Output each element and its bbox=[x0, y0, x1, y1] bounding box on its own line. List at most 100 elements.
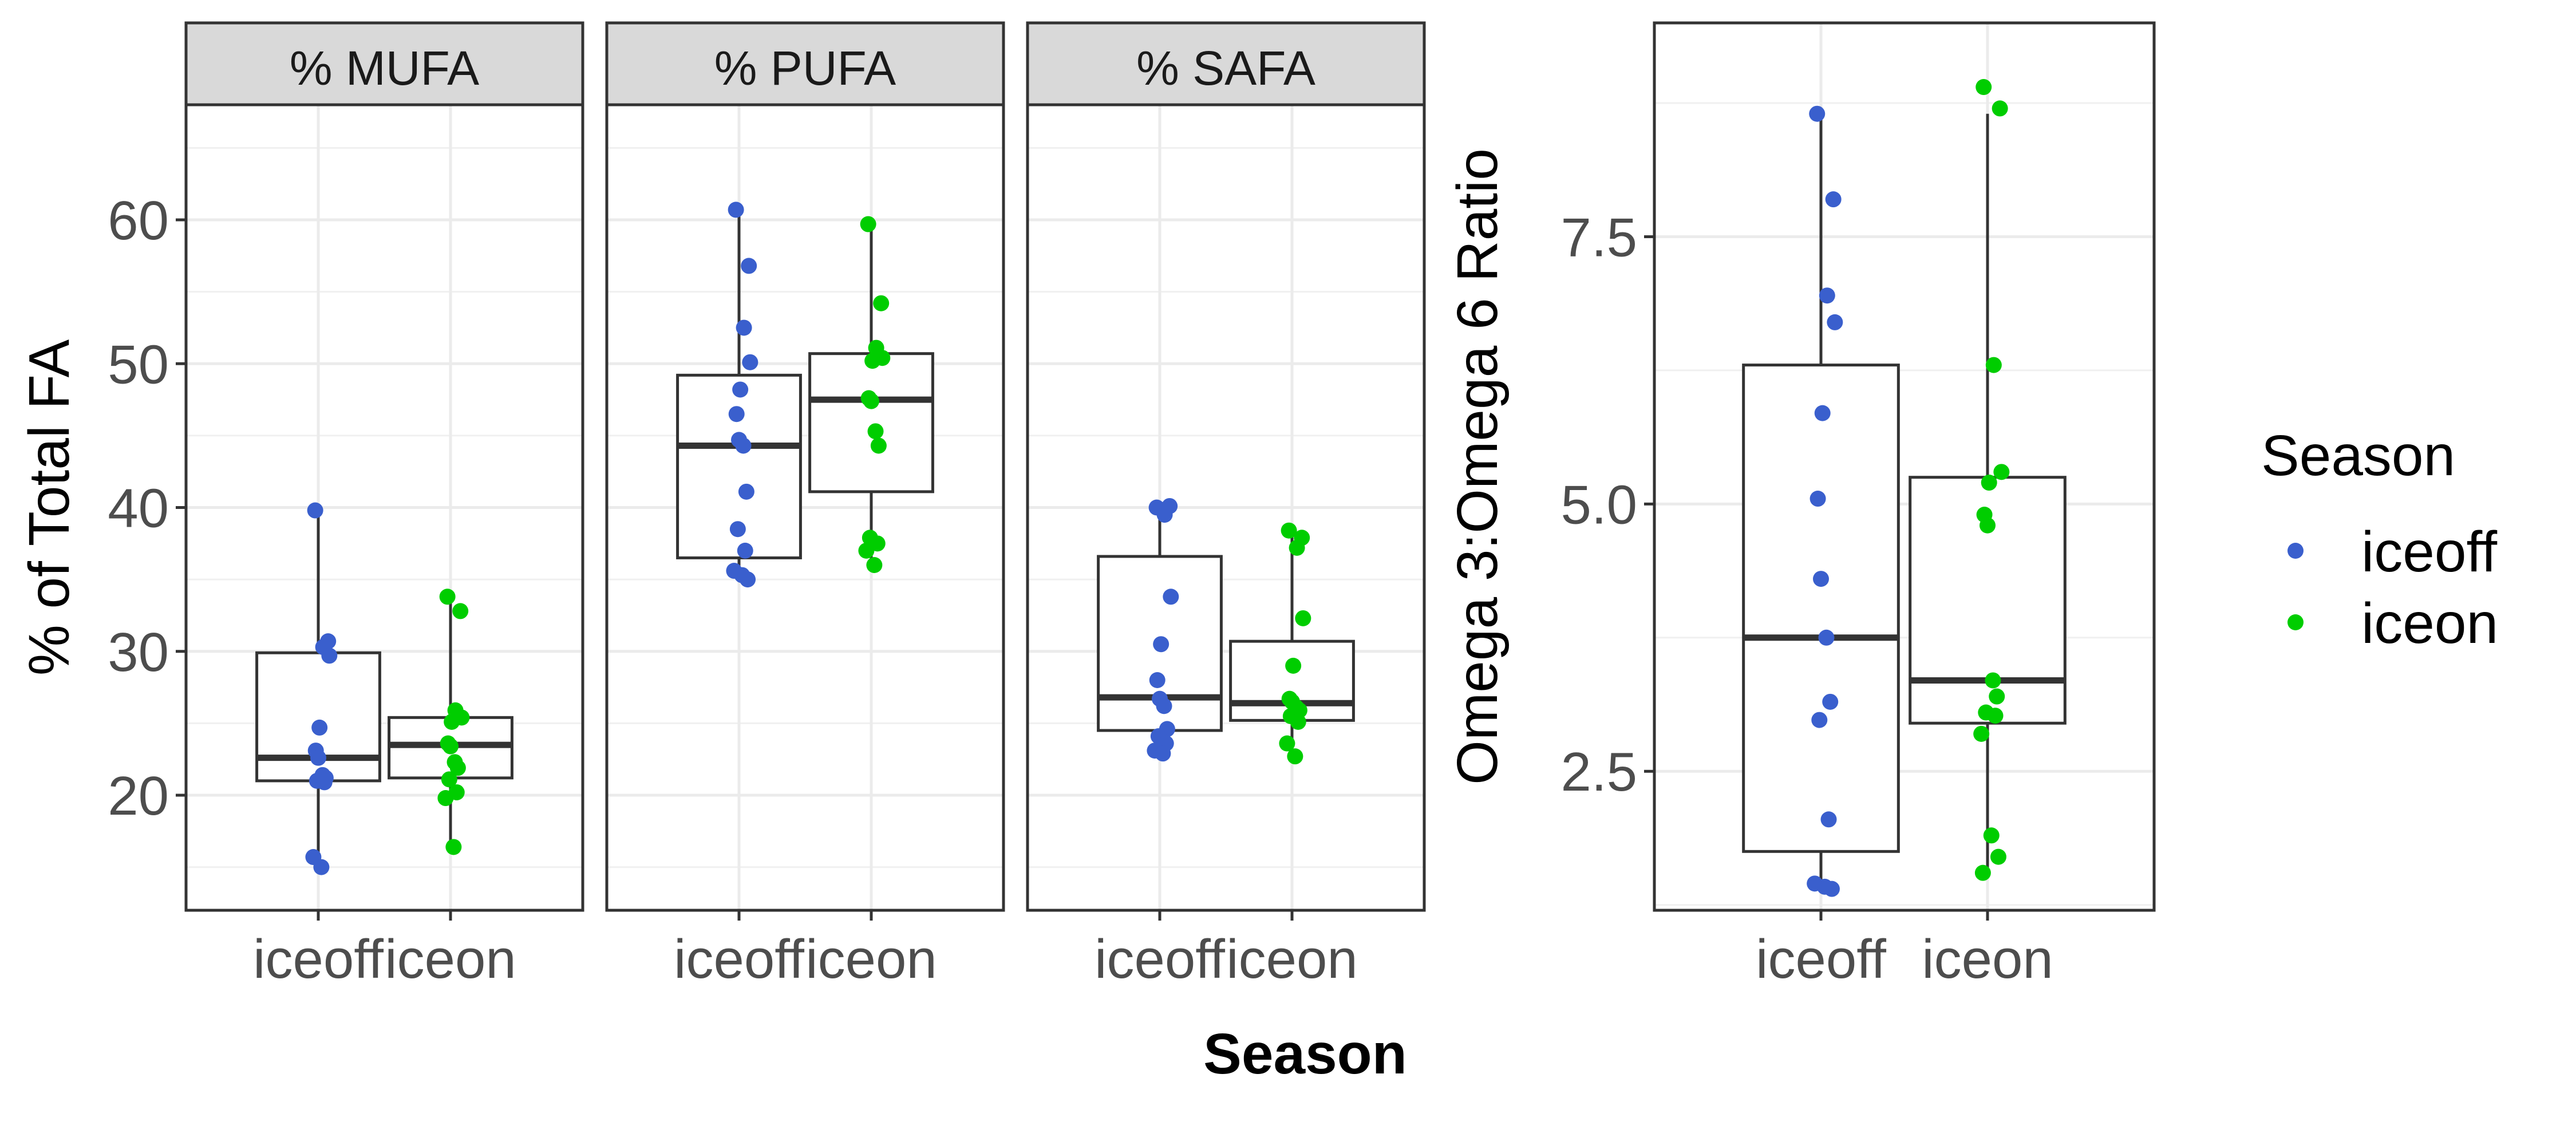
x-tick-label: iceoff bbox=[253, 929, 384, 990]
panel-background bbox=[1654, 23, 2154, 910]
data-point-iceoff bbox=[1149, 672, 1165, 688]
data-point-iceoff bbox=[316, 774, 333, 791]
facet-strip bbox=[1026, 21, 1426, 106]
boxplot-iceon bbox=[1909, 79, 2067, 881]
y-tick-label: 20 bbox=[108, 765, 169, 827]
data-point-iceoff bbox=[1156, 507, 1173, 523]
data-point-iceon bbox=[1290, 713, 1306, 730]
data-point-iceon bbox=[1983, 827, 2000, 844]
facet-strip-label: % PUFA bbox=[714, 41, 896, 95]
legend-title: Season bbox=[2261, 424, 2455, 488]
x-tick-label: iceon bbox=[805, 929, 937, 990]
data-point-iceon bbox=[1990, 848, 2006, 865]
data-point-iceoff bbox=[736, 319, 752, 336]
data-point-iceoff bbox=[728, 202, 744, 218]
x-tick-label: iceoff bbox=[674, 929, 804, 990]
panel: iceoff iceon 2.5 5.0 7.5 bbox=[1561, 21, 2156, 990]
data-point-iceoff bbox=[1155, 745, 1171, 762]
x-tick-label: iceon bbox=[1226, 929, 1358, 990]
y-tick-label: 50 bbox=[108, 334, 169, 395]
data-point-iceoff bbox=[1814, 405, 1831, 421]
y-tick-label: 2.5 bbox=[1561, 741, 1637, 803]
data-point-iceoff bbox=[1818, 629, 1835, 646]
data-point-iceoff bbox=[741, 258, 757, 274]
x-tick-label: iceoff bbox=[1095, 929, 1225, 990]
y-tick-label: 40 bbox=[108, 478, 169, 539]
legend-key-iceon bbox=[2287, 614, 2304, 630]
boxplot-iceoff bbox=[1742, 105, 1900, 897]
data-point-iceon bbox=[442, 738, 459, 755]
x-tick-label: iceon bbox=[385, 929, 516, 990]
data-point-iceoff bbox=[1827, 314, 1843, 330]
boxplot-iceon bbox=[388, 589, 513, 855]
data-point-iceon bbox=[1973, 725, 1990, 742]
data-point-iceon bbox=[1974, 864, 1991, 881]
facet-strip-label: % SAFA bbox=[1136, 41, 1315, 95]
data-point-iceoff bbox=[742, 354, 758, 370]
data-point-iceoff bbox=[735, 437, 752, 454]
facet-strip bbox=[605, 21, 1005, 106]
legend-entries: iceoff iceon bbox=[2287, 520, 2498, 656]
data-point-iceon bbox=[1281, 522, 1297, 539]
legend: Season iceoff iceon bbox=[2261, 424, 2498, 656]
data-point-iceoff bbox=[1823, 881, 1840, 897]
data-point-iceon bbox=[1985, 357, 2002, 373]
data-point-iceon bbox=[870, 437, 887, 454]
boxplot-iceoff bbox=[255, 502, 381, 875]
data-point-iceon bbox=[1985, 672, 2001, 689]
data-point-iceon bbox=[444, 713, 460, 730]
data-point-iceon bbox=[860, 216, 876, 232]
y-tick-label: 60 bbox=[108, 190, 169, 251]
panel: % MUFA iceoff iceon 20 30 40 50 60 bbox=[108, 21, 584, 990]
data-point-iceon bbox=[1993, 464, 2010, 480]
legend-label-iceon: iceon bbox=[2361, 591, 2498, 656]
data-point-iceoff bbox=[1153, 636, 1170, 653]
data-point-iceon bbox=[1987, 708, 2004, 724]
data-point-iceoff bbox=[1809, 105, 1826, 122]
boxplot-iceoff bbox=[676, 202, 802, 588]
box bbox=[1742, 364, 1900, 853]
data-point-iceon bbox=[858, 542, 875, 559]
data-point-iceon bbox=[1980, 517, 1996, 534]
data-point-iceoff bbox=[1809, 491, 1826, 507]
data-point-iceon bbox=[437, 790, 454, 807]
data-point-iceoff bbox=[1819, 287, 1835, 304]
boxplot-iceon bbox=[808, 216, 934, 573]
data-point-iceoff bbox=[732, 381, 749, 398]
y-tick-label: 7.5 bbox=[1561, 207, 1637, 268]
data-point-iceoff bbox=[1822, 693, 1839, 710]
data-point-iceon bbox=[864, 353, 881, 369]
legend-label-iceoff: iceoff bbox=[2361, 520, 2497, 584]
legend-key-iceoff bbox=[2287, 543, 2304, 559]
data-point-iceon bbox=[441, 771, 457, 788]
data-point-iceon bbox=[1287, 748, 1303, 765]
data-point-iceoff bbox=[1820, 811, 1837, 828]
data-point-iceon bbox=[1279, 735, 1295, 752]
data-point-iceon bbox=[445, 839, 462, 855]
data-point-iceon bbox=[1992, 100, 2008, 117]
boxplot-iceoff bbox=[1097, 498, 1223, 762]
x-axis-title: Season bbox=[1203, 1022, 1407, 1086]
data-point-iceoff bbox=[1813, 571, 1829, 587]
data-point-iceon bbox=[452, 603, 469, 619]
data-point-iceoff bbox=[1811, 712, 1828, 728]
data-point-iceon bbox=[1989, 688, 2005, 705]
y-axis-title: % of Total FA bbox=[17, 339, 81, 676]
data-point-iceon bbox=[866, 557, 883, 573]
data-point-iceon bbox=[439, 589, 456, 605]
x-tick-label: iceon bbox=[1922, 929, 2053, 990]
data-point-iceon bbox=[1981, 475, 1997, 491]
data-point-iceon bbox=[873, 295, 890, 311]
data-point-iceon bbox=[863, 393, 879, 409]
data-point-iceoff bbox=[737, 542, 753, 559]
facet-strip-label: % MUFA bbox=[290, 41, 479, 95]
panel-border bbox=[1653, 21, 2156, 912]
y-axis-title: Omega 3:Omega 6 Ratio bbox=[1445, 148, 1510, 785]
data-point-iceoff bbox=[310, 749, 326, 766]
data-point-iceon bbox=[867, 423, 884, 440]
data-point-iceoff bbox=[729, 521, 746, 538]
data-point-iceoff bbox=[1825, 191, 1842, 208]
data-point-iceoff bbox=[321, 647, 338, 664]
